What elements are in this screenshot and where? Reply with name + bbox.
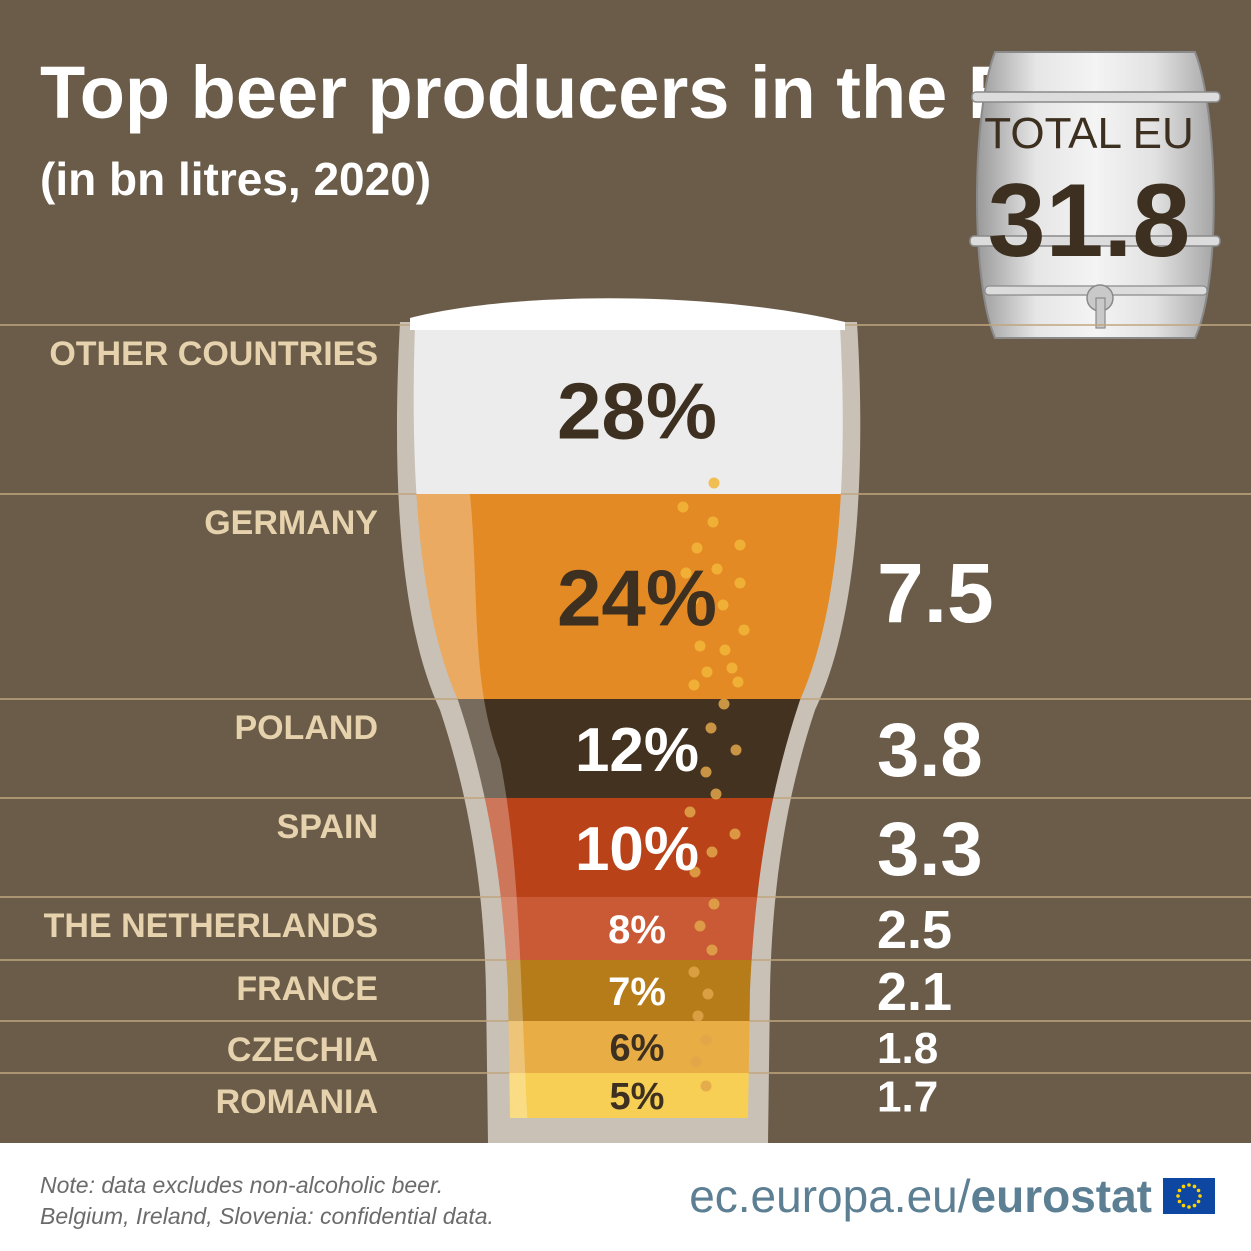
glass-layer-bar [413,494,843,699]
value-label: 3.8 [877,708,983,793]
bubble [689,866,701,878]
bubble [708,898,720,910]
bubble [711,563,723,575]
value-label: 3.3 [877,807,983,892]
row-label: CZECHIA [227,1031,378,1069]
url-prefix: ec.europa.eu/ [689,1170,971,1222]
bubble [702,988,714,1000]
beer-foam [410,298,845,330]
flag-star [1177,1199,1182,1204]
row-label: THE NETHERLANDS [44,907,378,945]
total-eu-label: TOTAL EU [984,109,1193,158]
bubble [707,516,719,528]
share-label: 24% [557,553,717,642]
row-label: FRANCE [236,970,378,1008]
bubble [726,662,738,674]
value-label: 2.1 [877,962,952,1022]
footer-background [0,1143,1251,1251]
bubble [734,577,746,589]
bubble [734,539,746,551]
share-labels: 28% 24% 12% 10% 8% 7% 6% 5% [557,366,717,1118]
bubble [677,501,689,513]
glass-layer-bar [413,326,843,494]
value-label: 2.5 [877,900,952,960]
share-label: 6% [610,1028,665,1070]
flag-star [1192,1203,1197,1208]
page-title: Top beer producers in the EU [40,51,1071,134]
row-labels: OTHER COUNTRIES GERMANY POLAND SPAIN THE NET… [44,335,379,1121]
bubble [700,766,712,778]
value-label: 1.7 [877,1072,938,1121]
footer-note-line1: Note: data excludes non-alcoholic beer. [40,1172,443,1198]
bubble [691,542,703,554]
url-brand: eurostat [971,1170,1152,1222]
bubble [710,788,722,800]
total-eu-value: 31.8 [988,163,1190,279]
eu-flag-icon [1163,1178,1215,1214]
bubble [687,594,699,606]
flag-star [1187,1183,1191,1187]
bubble [705,722,717,734]
bubble [688,679,700,691]
flag-star [1181,1203,1186,1208]
bubble [690,1056,702,1068]
bubble [729,828,741,840]
row-label: SPAIN [277,808,378,846]
bubble [700,1080,712,1092]
flag-star [1187,1205,1191,1209]
row-label: ROMANIA [216,1083,378,1121]
share-label: 7% [608,970,666,1014]
row-label: POLAND [234,709,378,747]
bubble [718,698,730,710]
bubble [738,624,750,636]
share-label: 28% [557,366,717,455]
beer-bubbles [677,477,750,1092]
flag-star [1176,1194,1180,1198]
bubble [732,676,744,688]
flag-star [1181,1184,1186,1189]
bubble [730,744,742,756]
flag-star [1198,1194,1202,1198]
share-label: 10% [575,815,699,884]
bubble [694,640,706,652]
bubble [706,846,718,858]
share-label: 12% [575,716,699,785]
share-label: 5% [610,1076,665,1118]
bubble [680,567,692,579]
bubble [692,1010,704,1022]
eurostat-link[interactable]: ec.europa.eu/eurostat [689,1170,1152,1222]
bubble [694,920,706,932]
bubble [706,944,718,956]
flag-star [1196,1188,1201,1193]
value-labels: 7.5 3.8 3.3 2.52.11.81.7 [877,546,994,1121]
bubble [717,599,729,611]
bubble [688,966,700,978]
flag-star [1192,1184,1197,1189]
bubble [700,1034,712,1046]
bubble [719,644,731,656]
bubble [701,666,713,678]
share-label: 8% [608,908,666,952]
row-label: GERMANY [204,504,378,542]
value-label: 7.5 [877,546,994,640]
flag-star [1196,1199,1201,1204]
footer-note-line2: Belgium, Ireland, Slovenia: confidential… [40,1203,494,1229]
bubble [684,806,696,818]
flag-star [1177,1188,1182,1193]
page-subtitle: (in bn litres, 2020) [40,153,431,205]
value-label: 1.8 [877,1024,938,1073]
row-label: OTHER COUNTRIES [49,335,378,373]
barrel-icon [969,51,1221,339]
bubble [708,477,720,489]
glass-layer-bar [413,699,843,798]
